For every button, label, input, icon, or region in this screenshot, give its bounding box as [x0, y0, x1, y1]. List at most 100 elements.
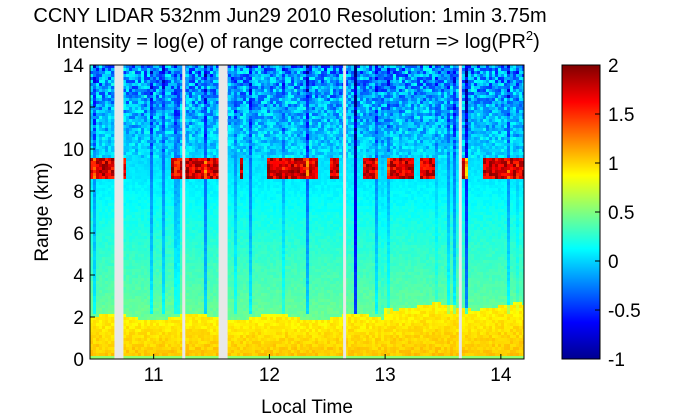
- heatmap-cell: [174, 68, 177, 71]
- heatmap-cell: [201, 98, 204, 101]
- heatmap-cell: [198, 113, 201, 116]
- heatmap-cell: [240, 137, 243, 140]
- heatmap-cell: [138, 317, 141, 320]
- heatmap-cell: [144, 233, 147, 236]
- heatmap-cell: [132, 320, 135, 323]
- heatmap-cell: [105, 287, 108, 290]
- heatmap-cell: [147, 272, 150, 275]
- heatmap-cell: [198, 326, 201, 329]
- heatmap-cell: [180, 179, 183, 182]
- heatmap-cell: [231, 107, 234, 110]
- heatmap-cell: [210, 332, 213, 335]
- heatmap-cell: [198, 257, 201, 260]
- heatmap-cell: [204, 209, 207, 212]
- heatmap-cell: [105, 116, 108, 119]
- heatmap-cell: [213, 95, 216, 98]
- heatmap-cell: [192, 245, 195, 248]
- heatmap-cell: [174, 203, 177, 206]
- heatmap-cell: [141, 263, 144, 266]
- heatmap-cell: [210, 284, 213, 287]
- heatmap-cell: [111, 356, 114, 359]
- heatmap-cell: [90, 158, 93, 161]
- heatmap-cell: [141, 320, 144, 323]
- heatmap-cell: [201, 137, 204, 140]
- heatmap-cell: [132, 251, 135, 254]
- heatmap-cell: [240, 191, 243, 194]
- heatmap-cell: [93, 356, 96, 359]
- heatmap-cell: [237, 347, 240, 350]
- heatmap-cell: [231, 239, 234, 242]
- heatmap-cell: [231, 119, 234, 122]
- heatmap-cell: [237, 131, 240, 134]
- heatmap-cell: [177, 173, 180, 176]
- heatmap-cell: [195, 197, 198, 200]
- heatmap-cell: [135, 227, 138, 230]
- heatmap-cell: [105, 179, 108, 182]
- heatmap-cell: [174, 230, 177, 233]
- heatmap-cell: [159, 221, 162, 224]
- heatmap-cell: [141, 212, 144, 215]
- heatmap-cell: [123, 221, 126, 224]
- heatmap-cell: [129, 344, 132, 347]
- heatmap-cell: [231, 341, 234, 344]
- heatmap-cell: [126, 104, 129, 107]
- heatmap-cell: [90, 95, 93, 98]
- heatmap-cell: [105, 89, 108, 92]
- heatmap-cell: [168, 251, 171, 254]
- heatmap-cell: [216, 206, 219, 209]
- heatmap-cell: [108, 266, 111, 269]
- heatmap-cell: [129, 209, 132, 212]
- heatmap-cell: [201, 68, 204, 71]
- heatmap-cell: [186, 197, 189, 200]
- heatmap-cell: [240, 104, 243, 107]
- heatmap-cell: [174, 77, 177, 80]
- heatmap-cell: [234, 176, 237, 179]
- heatmap-cell: [240, 113, 243, 116]
- heatmap-cell: [144, 272, 147, 275]
- heatmap-cell: [165, 209, 168, 212]
- heatmap-cell: [186, 299, 189, 302]
- heatmap-cell: [165, 314, 168, 317]
- heatmap-cell: [210, 167, 213, 170]
- heatmap-cell: [168, 188, 171, 191]
- heatmap-cell: [99, 296, 102, 299]
- heatmap-cell: [159, 179, 162, 182]
- heatmap-cell: [153, 350, 156, 353]
- heatmap-cell: [189, 341, 192, 344]
- heatmap-cell: [156, 176, 159, 179]
- heatmap-cell: [216, 182, 219, 185]
- heatmap-cell: [210, 353, 213, 356]
- heatmap-cell: [195, 290, 198, 293]
- heatmap-cell: [123, 125, 126, 128]
- heatmap-cell: [198, 149, 201, 152]
- heatmap-cell: [210, 329, 213, 332]
- heatmap-cell: [135, 188, 138, 191]
- heatmap-cell: [159, 269, 162, 272]
- heatmap-cell: [195, 173, 198, 176]
- heatmap-cell: [168, 299, 171, 302]
- heatmap-cell: [177, 134, 180, 137]
- heatmap-cell: [96, 182, 99, 185]
- heatmap-cell: [240, 194, 243, 197]
- heatmap-cell: [135, 233, 138, 236]
- heatmap-cell: [132, 176, 135, 179]
- heatmap-cell: [171, 182, 174, 185]
- heatmap-cell: [147, 215, 150, 218]
- heatmap-cell: [99, 335, 102, 338]
- heatmap-cell: [201, 155, 204, 158]
- heatmap-cell: [189, 98, 192, 101]
- heatmap-cell: [108, 236, 111, 239]
- heatmap-cell: [195, 269, 198, 272]
- heatmap-cell: [237, 140, 240, 143]
- heatmap-cell: [213, 218, 216, 221]
- heatmap-cell: [216, 230, 219, 233]
- heatmap-cell: [156, 131, 159, 134]
- heatmap-cell: [132, 305, 135, 308]
- heatmap-cell: [240, 308, 243, 311]
- heatmap-cell: [126, 347, 129, 350]
- heatmap-cell: [174, 113, 177, 116]
- heatmap-cell: [201, 86, 204, 89]
- heatmap-cell: [108, 65, 111, 68]
- heatmap-cell: [174, 149, 177, 152]
